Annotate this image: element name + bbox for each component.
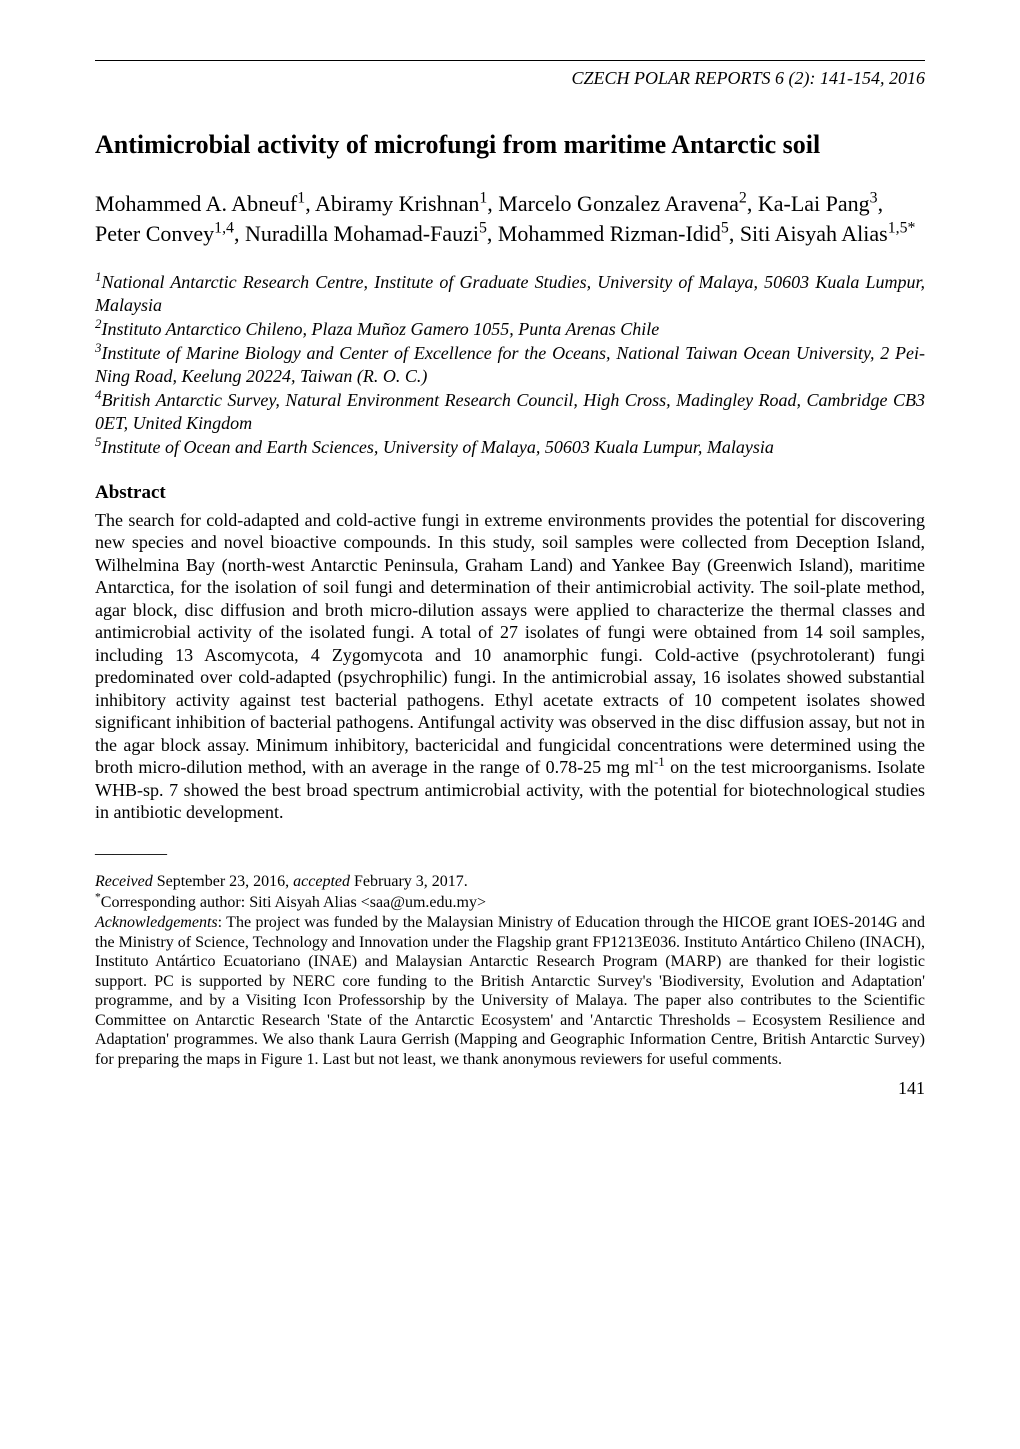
article-title: Antimicrobial activity of microfungi fro…: [95, 128, 925, 162]
abstract-body: The search for cold-adapted and cold-act…: [95, 509, 925, 824]
abstract-heading: Abstract: [95, 481, 925, 505]
header-rule: [95, 60, 925, 61]
footer-block: Received September 23, 2016, accepted Fe…: [95, 872, 925, 1069]
affiliation: 3Institute of Marine Biology and Center …: [95, 342, 925, 388]
received-line: Received September 23, 2016, accepted Fe…: [95, 872, 925, 892]
affiliation: 2Instituto Antarctico Chileno, Plaza Muñ…: [95, 318, 925, 341]
affiliation: 5Institute of Ocean and Earth Sciences, …: [95, 436, 925, 459]
page-number: 141: [95, 1077, 925, 1100]
affiliation: 1National Antarctic Research Centre, Ins…: [95, 271, 925, 317]
corresponding-author: *Corresponding author: Siti Aisyah Alias…: [95, 893, 925, 913]
acknowledgements: Acknowledgements: The project was funded…: [95, 913, 925, 1069]
affiliations-block: 1National Antarctic Research Centre, Ins…: [95, 271, 925, 459]
section-separator: ————: [95, 842, 925, 865]
affiliation: 4British Antarctic Survey, Natural Envir…: [95, 389, 925, 435]
journal-header: CZECH POLAR REPORTS 6 (2): 141-154, 2016: [95, 67, 925, 90]
author-list: Mohammed A. Abneuf1, Abiramy Krishnan1, …: [95, 189, 925, 248]
